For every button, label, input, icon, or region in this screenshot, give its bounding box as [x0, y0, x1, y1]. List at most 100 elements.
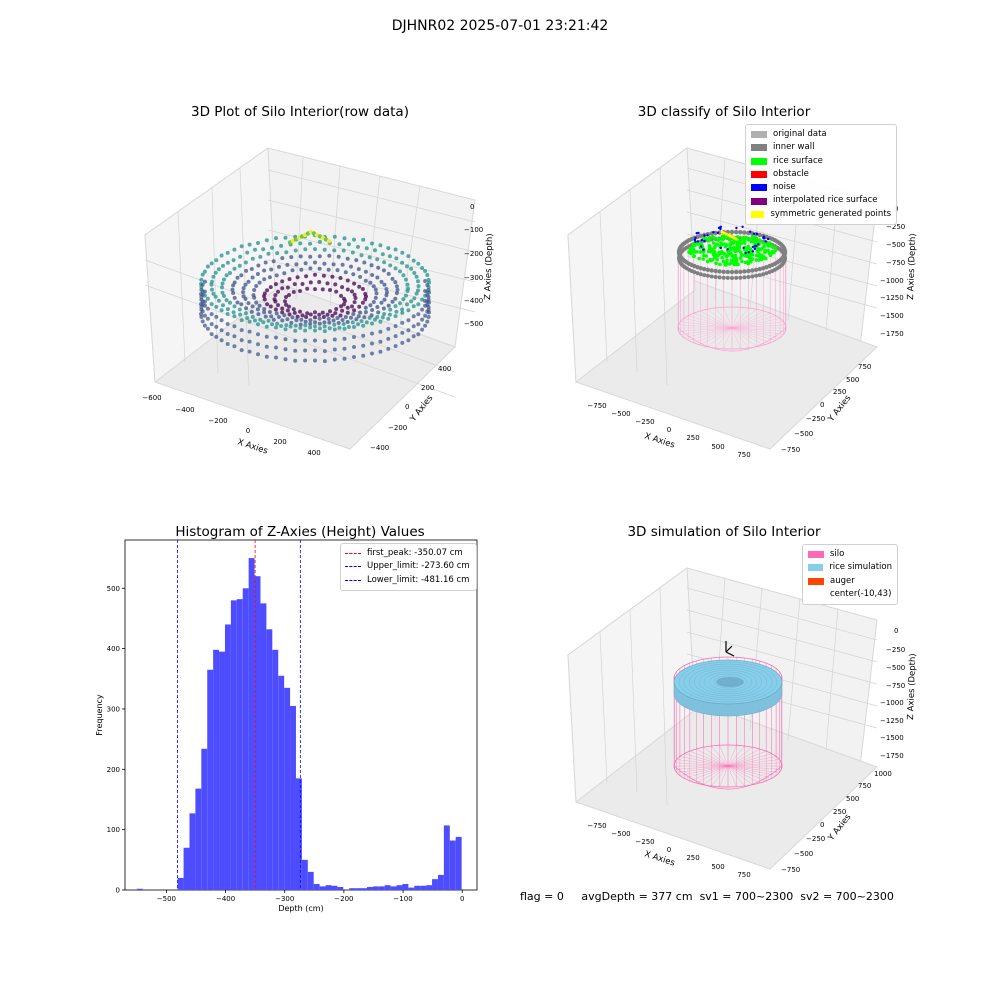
rice-surface-point [746, 244, 751, 249]
histogram-bar [290, 705, 296, 890]
point [213, 294, 218, 299]
left-pane [144, 147, 276, 383]
point [241, 290, 245, 295]
point [414, 274, 419, 279]
point [224, 273, 229, 278]
point [335, 268, 340, 273]
point [342, 236, 347, 241]
x-tick-label: −100 [393, 895, 412, 903]
rice-surface-point [757, 252, 762, 257]
point [350, 304, 354, 309]
point [200, 282, 205, 287]
point [405, 264, 409, 269]
point [291, 290, 296, 294]
inner-wall-point [746, 268, 751, 274]
x-tick: 250 [686, 434, 699, 442]
sv2-text: sv2 = 700~2300 [800, 890, 894, 903]
rice-surface-point [688, 249, 693, 254]
point [380, 315, 385, 320]
point [400, 260, 405, 265]
y-tick-label: 300 [107, 705, 120, 713]
point [205, 296, 210, 301]
rice-simulation-surface [673, 659, 783, 717]
rice-contour [703, 671, 753, 693]
x-axis-label: X Axies [643, 849, 676, 868]
point [293, 358, 298, 363]
point [373, 317, 377, 322]
legend-item: Upper_limit: -273.60 cm [345, 560, 472, 573]
rice-surface-point [708, 257, 712, 262]
rice-contour [683, 663, 773, 701]
point [282, 313, 287, 318]
grid-line [177, 211, 186, 363]
point [199, 315, 204, 319]
rice-surface-point [707, 247, 712, 252]
point [209, 312, 214, 317]
point [376, 310, 381, 315]
point [371, 300, 376, 304]
point [285, 262, 290, 267]
point [322, 320, 327, 325]
point [257, 303, 262, 308]
point [416, 284, 421, 289]
point [373, 287, 378, 292]
legend-item: auger [808, 575, 892, 588]
point [293, 248, 298, 253]
noise-point [700, 238, 704, 242]
inner-wall-point [717, 275, 722, 280]
classified-points [676, 225, 788, 280]
noise-point [747, 251, 750, 254]
point [256, 263, 261, 268]
point [363, 278, 368, 283]
point [386, 326, 391, 331]
rice-surface-point [730, 254, 734, 258]
point [256, 312, 261, 317]
point [274, 355, 278, 360]
rice-surface-point [697, 256, 701, 261]
point [390, 276, 395, 281]
y-tick: −500 [794, 850, 813, 858]
point [219, 308, 224, 313]
point [239, 328, 244, 333]
z-tick: −300 [464, 274, 483, 282]
rice-surface-point [720, 242, 724, 246]
y-tick: 250 [833, 808, 846, 816]
point [370, 351, 374, 356]
y-tick: 1000 [874, 770, 892, 778]
point [277, 315, 281, 319]
point [381, 306, 386, 311]
legend-swatch [751, 210, 765, 218]
point [249, 267, 254, 271]
z-tick: −1500 [880, 312, 904, 320]
point [313, 324, 317, 329]
point [264, 354, 269, 359]
noise-point [726, 248, 729, 251]
point [320, 287, 325, 292]
point [322, 359, 327, 364]
y-tick: −200 [388, 424, 407, 432]
histogram-bar [266, 629, 273, 890]
point [340, 285, 345, 290]
histogram-bar [414, 885, 421, 890]
legend-item: noise [751, 181, 891, 194]
point [317, 266, 322, 271]
point [336, 254, 341, 259]
rice-surface-point [695, 241, 700, 246]
inner-wall-point [729, 229, 735, 235]
point [411, 324, 416, 329]
point [332, 357, 337, 362]
y-tick: 500 [846, 376, 859, 384]
point [241, 286, 246, 291]
point [298, 289, 302, 293]
point [232, 314, 237, 319]
point [342, 356, 347, 361]
point [232, 247, 237, 252]
point [327, 253, 332, 258]
point [394, 256, 399, 261]
point [202, 289, 207, 294]
point [284, 323, 289, 328]
point [252, 288, 257, 292]
z-tick: −500 [886, 241, 905, 249]
point [269, 314, 274, 319]
point [345, 310, 350, 315]
